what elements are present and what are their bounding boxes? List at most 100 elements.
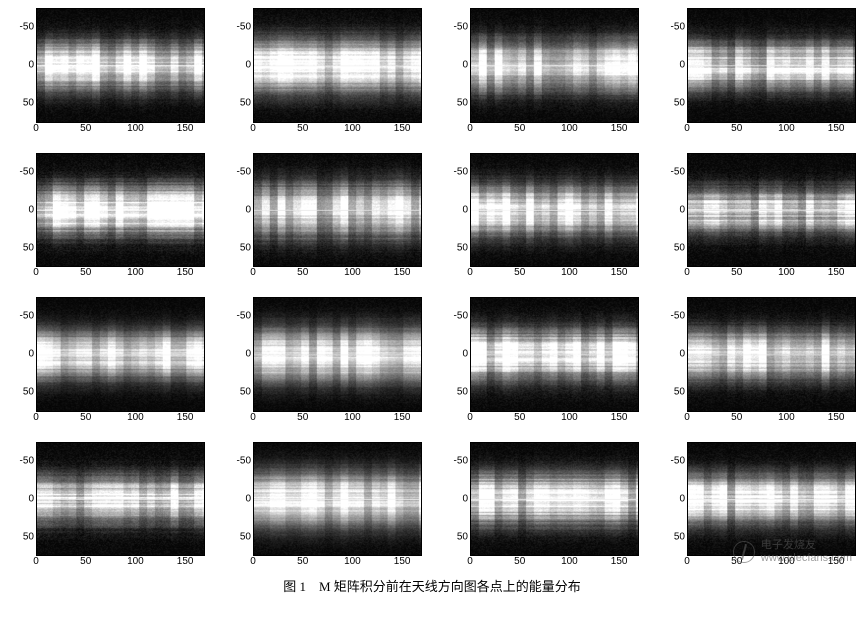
y-tick-label: -50 xyxy=(237,22,251,33)
y-tick-label: -50 xyxy=(20,166,34,177)
y-tick-label: 0 xyxy=(679,349,685,360)
y-tick-label: 0 xyxy=(28,60,34,71)
heatmap-plot xyxy=(470,442,639,557)
x-tick-label: 100 xyxy=(778,412,795,423)
y-tick-label: 0 xyxy=(679,493,685,504)
y-axis: -50050 xyxy=(225,153,253,268)
heatmap-plot xyxy=(687,153,856,268)
y-tick-label: 0 xyxy=(28,204,34,215)
y-tick-label: 0 xyxy=(462,349,468,360)
heatmap-panel: -50050050100150 xyxy=(8,297,205,426)
heatmap-canvas xyxy=(688,9,855,122)
y-tick-label: -50 xyxy=(454,166,468,177)
x-tick-label: 100 xyxy=(778,123,795,134)
heatmap-canvas xyxy=(254,443,421,556)
heatmap-canvas xyxy=(688,298,855,411)
y-tick-label: 50 xyxy=(674,531,685,542)
x-tick-label: 0 xyxy=(467,556,473,567)
heatmap-panel: -500500 50 100 150 xyxy=(225,297,422,426)
heatmap-canvas xyxy=(254,298,421,411)
subplot-grid: -50 0 50 0 50 100 150 -50 0 50 0 50 100 150 -50 0 50 0 50 1… xyxy=(8,8,856,570)
y-tick-label: 0 xyxy=(28,349,34,360)
heatmap-panel: -50050050100150 xyxy=(442,153,639,282)
x-tick-label: 0 xyxy=(250,412,256,423)
x-tick-label: 100 xyxy=(344,412,361,423)
y-tick-label: 50 xyxy=(240,98,251,109)
y-tick-label: 50 xyxy=(674,387,685,398)
x-tick-label: 50 xyxy=(731,556,742,567)
x-tick-label: 0 xyxy=(250,556,256,567)
y-axis: -50 0 50 xyxy=(659,442,687,557)
heatmap-canvas xyxy=(254,154,421,267)
y-axis: -50 0 50 xyxy=(8,153,36,268)
y-axis: -50050 xyxy=(659,8,687,123)
y-tick-label: 50 xyxy=(23,242,34,253)
x-tick-label: 150 xyxy=(177,556,194,567)
y-tick-label: 0 xyxy=(245,204,251,215)
x-axis: 0 50 100 150 xyxy=(687,412,856,426)
x-axis: 050100150 xyxy=(470,267,639,281)
x-tick-label: 0 xyxy=(250,267,256,278)
y-tick-label: 0 xyxy=(28,493,34,504)
x-tick-label: 50 xyxy=(297,123,308,134)
y-tick-label: -50 xyxy=(237,311,251,322)
x-tick-label: 0 xyxy=(467,267,473,278)
y-axis: -50050 xyxy=(442,153,470,268)
x-axis: 050100150 xyxy=(36,123,205,137)
y-tick-label: 50 xyxy=(674,242,685,253)
heatmap-plot xyxy=(253,442,422,557)
y-tick-label: 50 xyxy=(674,98,685,109)
heatmap-canvas xyxy=(471,443,638,556)
heatmap-panel: -50050050100150 xyxy=(442,442,639,571)
heatmap-plot xyxy=(253,297,422,412)
heatmap-plot xyxy=(687,297,856,412)
y-tick-label: 50 xyxy=(240,531,251,542)
y-tick-label: -50 xyxy=(671,22,685,33)
heatmap-plot xyxy=(470,297,639,412)
x-tick-label: 150 xyxy=(394,556,411,567)
heatmap-panel: -50050050100150 xyxy=(442,8,639,137)
heatmap-plot xyxy=(36,297,205,412)
x-tick-label: 150 xyxy=(611,267,628,278)
heatmap-panel: -50 0 500 50 100 150 xyxy=(659,442,856,571)
x-tick-label: 0 xyxy=(467,412,473,423)
x-tick-label: 100 xyxy=(344,123,361,134)
x-axis: 050100150 xyxy=(253,556,422,570)
y-tick-label: -50 xyxy=(237,166,251,177)
x-tick-label: 50 xyxy=(514,412,525,423)
x-tick-label: 150 xyxy=(394,267,411,278)
y-tick-label: 0 xyxy=(245,60,251,71)
heatmap-canvas xyxy=(471,154,638,267)
x-tick-label: 0 xyxy=(684,412,690,423)
x-tick-label: 150 xyxy=(611,412,628,423)
x-axis: 050100150 xyxy=(253,412,422,426)
x-tick-label: 50 xyxy=(297,556,308,567)
x-axis: 050100150 xyxy=(687,556,856,570)
x-tick-label: 150 xyxy=(828,556,845,567)
y-tick-label: 50 xyxy=(457,98,468,109)
x-tick-label: 50 xyxy=(731,412,742,423)
y-tick-label: 0 xyxy=(462,204,468,215)
y-axis: -50050 xyxy=(225,297,253,412)
y-axis: -50050 xyxy=(8,442,36,557)
y-tick-label: -50 xyxy=(671,166,685,177)
y-tick-label: -50 xyxy=(671,455,685,466)
heatmap-plot xyxy=(687,442,856,557)
heatmap-canvas xyxy=(37,298,204,411)
heatmap-panel: -50050050100150 xyxy=(8,153,205,282)
x-tick-label: 50 xyxy=(80,267,91,278)
x-axis: 050100150 xyxy=(687,267,856,281)
heatmap-canvas xyxy=(37,443,204,556)
y-tick-label: 50 xyxy=(240,387,251,398)
x-tick-label: 100 xyxy=(778,556,795,567)
x-tick-label: 150 xyxy=(828,412,845,423)
x-axis: 050100150 xyxy=(687,123,856,137)
heatmap-plot xyxy=(470,8,639,123)
x-axis: 050100150 xyxy=(470,412,639,426)
x-tick-label: 150 xyxy=(394,412,411,423)
x-tick-label: 0 xyxy=(684,267,690,278)
heatmap-plot xyxy=(687,8,856,123)
x-tick-label: 50 xyxy=(731,123,742,134)
x-axis: 050100150 xyxy=(253,267,422,281)
y-axis: -50050 xyxy=(659,153,687,268)
